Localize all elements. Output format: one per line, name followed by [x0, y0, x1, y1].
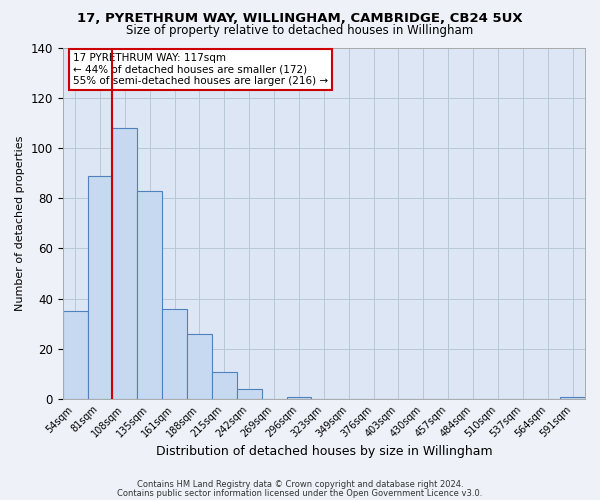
Text: 17 PYRETHRUM WAY: 117sqm
← 44% of detached houses are smaller (172)
55% of semi-: 17 PYRETHRUM WAY: 117sqm ← 44% of detach…	[73, 53, 328, 86]
Bar	[187, 334, 212, 399]
Bar	[212, 372, 237, 399]
Text: Size of property relative to detached houses in Willingham: Size of property relative to detached ho…	[127, 24, 473, 37]
Bar	[162, 308, 187, 399]
Bar	[287, 396, 311, 399]
Bar	[62, 312, 88, 399]
Text: Contains HM Land Registry data © Crown copyright and database right 2024.: Contains HM Land Registry data © Crown c…	[137, 480, 463, 489]
Bar	[560, 396, 585, 399]
X-axis label: Distribution of detached houses by size in Willingham: Distribution of detached houses by size …	[155, 444, 492, 458]
Bar	[88, 176, 112, 399]
Text: Contains public sector information licensed under the Open Government Licence v3: Contains public sector information licen…	[118, 489, 482, 498]
Bar	[137, 190, 162, 399]
Y-axis label: Number of detached properties: Number of detached properties	[15, 136, 25, 311]
Text: 17, PYRETHRUM WAY, WILLINGHAM, CAMBRIDGE, CB24 5UX: 17, PYRETHRUM WAY, WILLINGHAM, CAMBRIDGE…	[77, 12, 523, 26]
Bar	[237, 389, 262, 399]
Bar	[112, 128, 137, 399]
